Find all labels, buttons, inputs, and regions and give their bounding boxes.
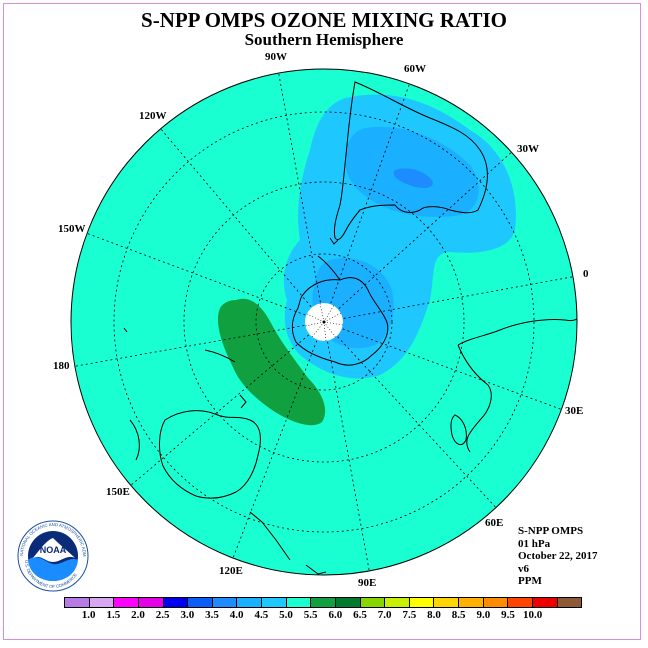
colorbar-segment xyxy=(360,598,386,607)
colorbar-segment xyxy=(237,598,262,607)
colorbar-segment xyxy=(286,598,312,607)
colorbar-tick-label: 1.5 xyxy=(106,609,121,621)
lon-label-120e: 120E xyxy=(219,565,243,577)
chart-subtitle: Southern Hemisphere xyxy=(244,30,404,49)
colorbar-tick-label: 2.5 xyxy=(155,609,170,621)
info-level: 01 hPa xyxy=(518,537,551,550)
colorbar-tick-label: 3.0 xyxy=(180,609,195,621)
colorbar-tick-label: 4.5 xyxy=(254,609,269,621)
colorbar-segment xyxy=(89,598,115,607)
lon-label-0: 0 xyxy=(583,268,589,280)
colorbar-tick-label: 7.0 xyxy=(377,609,392,621)
info-version: v6 xyxy=(518,562,529,575)
colorbar-segment xyxy=(335,598,361,607)
colorbar-tick-label: 6.0 xyxy=(328,609,343,621)
colorbar-segment xyxy=(557,598,582,607)
colorbar-tick-label: 10.0 xyxy=(523,609,543,621)
lon-label-150e: 150E xyxy=(106,486,130,498)
lon-label-60w: 60W xyxy=(404,63,426,75)
logo-text: NOAA xyxy=(40,545,67,555)
colorbar-segment xyxy=(409,598,435,607)
colorbar-segment xyxy=(311,598,336,607)
lon-label-60e: 60E xyxy=(485,517,504,529)
lon-label-90w: 90W xyxy=(265,51,287,63)
map-boundary xyxy=(70,68,578,576)
lon-label-180: 180 xyxy=(53,360,70,372)
colorbar-tick-label: 6.5 xyxy=(353,609,367,621)
page-frame xyxy=(3,3,641,640)
colorbar-segment xyxy=(212,598,238,607)
lon-label-90e: 90E xyxy=(358,577,377,589)
lon-label-30e: 30E xyxy=(565,405,584,417)
colorbar-segment xyxy=(163,598,189,607)
colorbar-segment xyxy=(188,598,213,607)
colorbar-ticks: 1.0 1.5 2.0 2.5 3.0 3.5 4.0 4.5 5.0 5.5 6.0 6.5 7.0 7… xyxy=(64,609,582,623)
info-block: S-NPP OMPS 01 hPa October 22, 2017 v6 PP… xyxy=(518,525,598,588)
colorbar-tick-label: 8.0 xyxy=(427,609,441,621)
colorbar-tick-label: 1.0 xyxy=(81,609,96,621)
lon-label-30w: 30W xyxy=(517,143,539,155)
colorbar xyxy=(64,597,582,608)
colorbar-segment xyxy=(385,598,410,607)
ozone-region-3-0-3-5 xyxy=(393,168,433,188)
colorbar-segment xyxy=(483,598,509,607)
colorbar-tick-label: 8.5 xyxy=(451,609,466,621)
colorbar-segment xyxy=(434,598,459,607)
info-units: PPM xyxy=(518,575,542,587)
colorbar-tick-label: 7.5 xyxy=(402,609,417,621)
colorbar-tick-label: 9.5 xyxy=(501,609,515,621)
colorbar-tick-label: 4.0 xyxy=(229,609,244,621)
lon-label-120w: 120W xyxy=(139,110,167,122)
info-date: October 22, 2017 xyxy=(518,550,598,562)
ozone-region-5-5-6-0 xyxy=(217,298,326,426)
noaa-logo-icon: NOAA NATIONAL OCEANIC AND ATMOSPHERIC AD… xyxy=(17,520,89,592)
colorbar-segment xyxy=(508,598,533,607)
colorbar-tick-label: 9.0 xyxy=(476,609,491,621)
colorbar-segment xyxy=(459,598,484,607)
colorbar-tick-label: 3.5 xyxy=(205,609,219,621)
info-instrument: S-NPP OMPS xyxy=(518,525,584,537)
lon-label-150w: 150W xyxy=(58,223,86,235)
colorbar-segment xyxy=(262,598,287,607)
ozone-region-3-5-4-0 xyxy=(312,126,479,349)
chart-title: S-NPP OMPS OZONE MIXING RATIO xyxy=(141,8,507,32)
colorbar-segment xyxy=(138,598,164,607)
colorbar-tick-label: 5.5 xyxy=(303,609,318,621)
colorbar-tick-label: 2.0 xyxy=(131,609,145,621)
colorbar-segment xyxy=(114,598,139,607)
colorbar-tick-label: 5.0 xyxy=(279,609,293,621)
colorbar-segment xyxy=(65,598,90,607)
colorbar-segment xyxy=(532,598,558,607)
